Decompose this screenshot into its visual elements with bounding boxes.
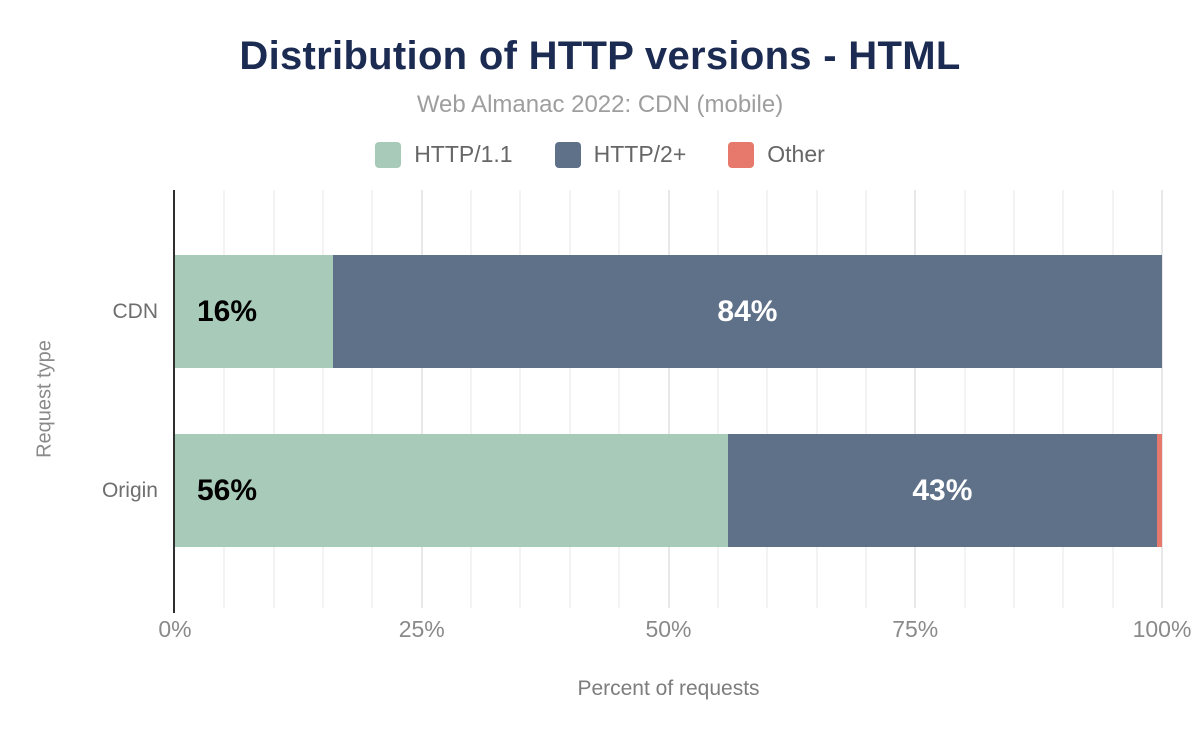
legend-item-other: Other	[728, 141, 825, 168]
gridline-55	[716, 190, 719, 608]
gridline-30	[470, 190, 473, 608]
legend-label: HTTP/1.1	[414, 141, 513, 167]
legend-swatch-other	[728, 141, 755, 168]
bar-value-label: 56%	[197, 473, 258, 507]
legend-item-http11: HTTP/1.1	[375, 141, 513, 168]
gridline-50	[667, 190, 670, 608]
bar-row-origin: 56% 43%	[175, 434, 1162, 547]
gridline-60	[766, 190, 769, 608]
gridline-5	[223, 190, 226, 608]
x-tick-label-25: 25%	[398, 616, 445, 642]
bar-segment-origin-http2[interactable]: 43%	[727, 434, 1158, 547]
gridline-65	[815, 190, 818, 608]
category-label-cdn: CDN	[112, 299, 159, 323]
chart-subtitle: Web Almanac 2022: CDN (mobile)	[416, 91, 784, 118]
x-tick-label-75: 75%	[892, 616, 939, 642]
bar-value-label: 16%	[197, 294, 258, 328]
x-tick-label-0: 0%	[158, 616, 192, 642]
legend: HTTP/1.1 HTTP/2+ Other	[0, 141, 1200, 168]
gridline-15	[322, 190, 325, 608]
x-tick-label-50: 50%	[645, 616, 692, 642]
legend-swatch-http2	[554, 141, 581, 168]
gridline-80	[963, 190, 966, 608]
legend-label: HTTP/2+	[593, 141, 687, 167]
legend-item-http2: HTTP/2+	[554, 141, 687, 168]
gridline-25	[420, 190, 423, 608]
x-axis-title: Percent of requests	[577, 677, 760, 700]
bar-value-label: 43%	[912, 473, 973, 507]
gridline-85	[1012, 190, 1015, 608]
y-axis-line	[173, 190, 175, 613]
bar-value-label: 84%	[717, 294, 778, 328]
legend-label: Other	[767, 141, 825, 167]
legend-swatch-http11	[375, 141, 402, 168]
gridline-40	[568, 190, 571, 608]
bar-segment-origin-http11[interactable]: 56%	[175, 434, 728, 547]
gridline-90	[1062, 190, 1065, 608]
plot-area: 16% 84% 56% 43%	[175, 190, 1163, 608]
bar-segment-cdn-http2[interactable]: 84%	[332, 255, 1162, 368]
category-label-origin: Origin	[101, 478, 158, 502]
y-axis-title: Request type	[33, 340, 56, 458]
x-tick-label-100: 100%	[1132, 616, 1192, 642]
bar-segment-cdn-http11[interactable]: 16%	[175, 255, 333, 368]
gridline-35	[519, 190, 522, 608]
gridline-75	[914, 190, 917, 608]
gridline-45	[618, 190, 621, 608]
bar-row-cdn: 16% 84%	[175, 255, 1162, 368]
gridline-10	[272, 190, 275, 608]
gridline-100	[1161, 190, 1163, 608]
chart-title: Distribution of HTTP versions - HTML	[239, 34, 961, 78]
gridline-70	[864, 190, 867, 608]
bar-segment-origin-other[interactable]	[1157, 434, 1162, 547]
gridline-95	[1111, 190, 1114, 608]
gridline-20	[371, 190, 374, 608]
